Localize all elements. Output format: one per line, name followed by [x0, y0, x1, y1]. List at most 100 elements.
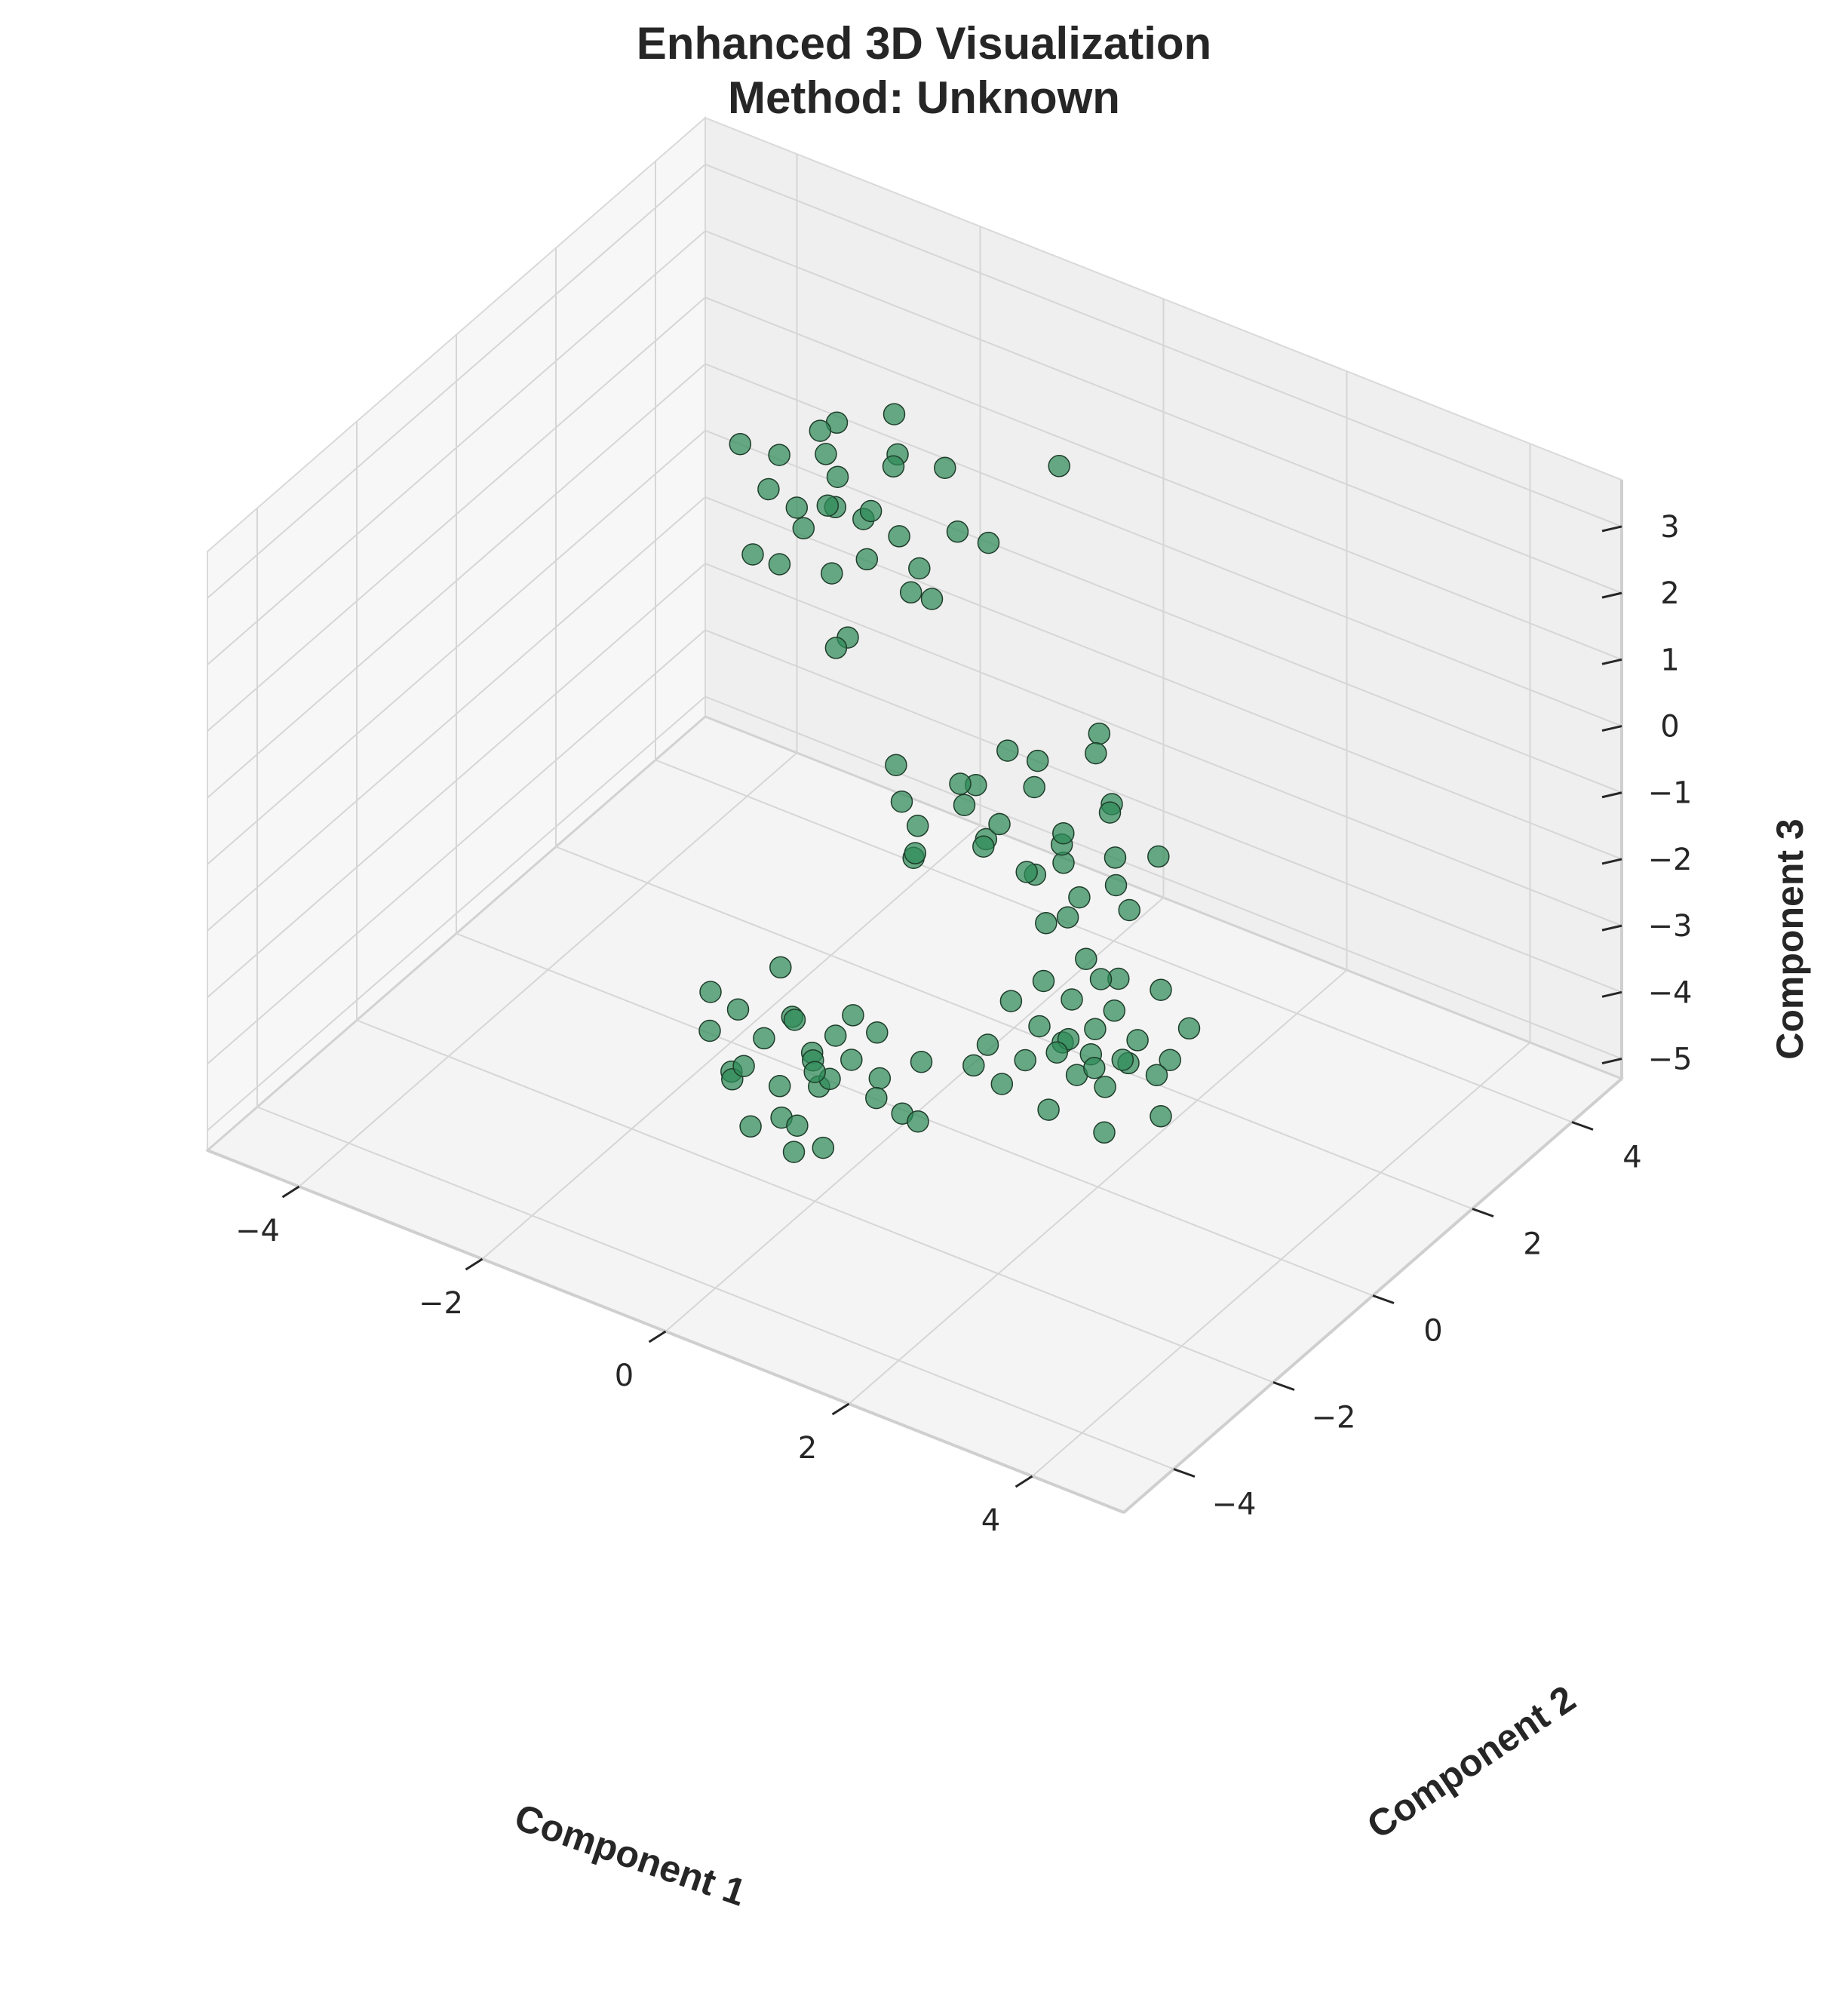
data-point	[1094, 1076, 1116, 1098]
data-point	[1028, 1015, 1051, 1038]
data-point	[768, 553, 791, 576]
data-point	[1104, 874, 1128, 897]
z-gridline	[207, 629, 1622, 1065]
data-point	[753, 1027, 775, 1050]
data-point	[1083, 1056, 1106, 1079]
data-point	[899, 581, 922, 604]
x-gridline	[665, 299, 1165, 1332]
data-point	[1085, 742, 1107, 765]
data-point	[868, 1067, 892, 1090]
data-point	[1084, 1018, 1107, 1040]
data-point	[1032, 969, 1055, 993]
data-point	[1103, 999, 1126, 1022]
z-gridline	[207, 296, 1622, 732]
z-tick	[1601, 990, 1622, 998]
data-point	[1177, 1017, 1201, 1040]
data-point	[821, 562, 843, 585]
data-point	[1037, 1098, 1060, 1121]
data-point	[757, 477, 780, 501]
data-point	[1026, 749, 1049, 772]
z-tick	[1601, 725, 1622, 732]
data-point	[1098, 801, 1122, 824]
data-point	[890, 790, 913, 813]
data-point	[699, 981, 722, 1003]
y-tick-label: −2	[1312, 1401, 1356, 1435]
data-point	[1035, 911, 1058, 935]
data-point	[785, 496, 809, 519]
data-point	[1056, 906, 1079, 929]
x-tick-label: −4	[235, 1214, 280, 1248]
x-axis-label: Component 1	[509, 1795, 751, 1914]
data-point	[1075, 947, 1097, 970]
z-tick	[1601, 924, 1622, 932]
data-point	[1150, 1105, 1172, 1128]
y-tick-label: 2	[1523, 1227, 1542, 1262]
data-point	[1014, 1049, 1036, 1072]
data-point	[768, 444, 790, 466]
x-tick	[1015, 1475, 1033, 1488]
data-point	[972, 835, 995, 858]
data-point	[907, 1110, 929, 1133]
z-gridline	[207, 163, 1622, 599]
z-tick-label: −3	[1648, 909, 1693, 944]
y-tick	[1272, 1381, 1295, 1391]
x-gridline	[298, 154, 798, 1187]
z-tick	[1601, 525, 1622, 533]
z-tick-label: −1	[1648, 776, 1693, 811]
data-point	[962, 1054, 985, 1077]
data-point	[1111, 1049, 1134, 1071]
data-point	[1159, 1049, 1181, 1071]
data-point	[768, 1075, 791, 1098]
data-point	[888, 525, 910, 548]
z-gridline	[207, 429, 1622, 865]
y-tick	[1472, 1208, 1494, 1217]
z-gridline	[207, 496, 1622, 932]
data-point	[1015, 861, 1038, 883]
z-axis-label: Component 3	[1769, 818, 1811, 1059]
data-point	[904, 842, 927, 864]
z-tick-label: −2	[1648, 843, 1693, 877]
data-point	[732, 1055, 755, 1077]
data-point	[1061, 988, 1083, 1011]
data-point	[826, 465, 849, 488]
x-gridline	[481, 226, 981, 1260]
data-point	[840, 1049, 863, 1071]
data-point	[698, 1019, 721, 1042]
y-tick-label: −4	[1212, 1488, 1257, 1522]
z-tick	[1601, 1058, 1622, 1065]
data-point	[815, 443, 837, 465]
data-point	[726, 998, 750, 1021]
data-point	[866, 1021, 889, 1044]
data-point	[1150, 978, 1172, 1001]
z-tick	[1601, 858, 1622, 865]
x-tick-label: −2	[419, 1286, 463, 1321]
y-gridline	[456, 334, 1374, 1297]
data-point	[999, 990, 1023, 1012]
data-point	[809, 419, 832, 442]
data-point	[953, 794, 976, 816]
tick-marks: −4 −2 0 2 4 −4 −2 0 2 4 −5 −4 −3 −2 −1 0 1 2 3	[235, 510, 1692, 1538]
z-tick	[1601, 791, 1622, 799]
data-point	[1145, 1064, 1168, 1086]
z-tick-label: −4	[1648, 975, 1693, 1010]
z-tick	[1601, 591, 1622, 599]
data-point	[996, 739, 1019, 762]
data-point	[1023, 775, 1045, 799]
data-point	[783, 1009, 806, 1031]
chart-title-line-1: Enhanced 3D Visualization	[637, 18, 1211, 69]
data-point	[990, 1073, 1014, 1095]
data-point	[882, 455, 905, 478]
data-point	[910, 1050, 933, 1073]
x-tick-label: 0	[615, 1359, 634, 1393]
y-axis-label: Component 2	[1359, 1677, 1582, 1847]
y-tick	[1372, 1294, 1395, 1304]
data-point	[769, 956, 792, 979]
data-point	[812, 1136, 835, 1159]
data-point	[1126, 1029, 1149, 1052]
y-gridline	[655, 161, 1573, 1123]
data-point	[1089, 968, 1113, 990]
data-point	[865, 1086, 888, 1110]
data-points	[698, 403, 1201, 1163]
data-point	[906, 815, 929, 837]
